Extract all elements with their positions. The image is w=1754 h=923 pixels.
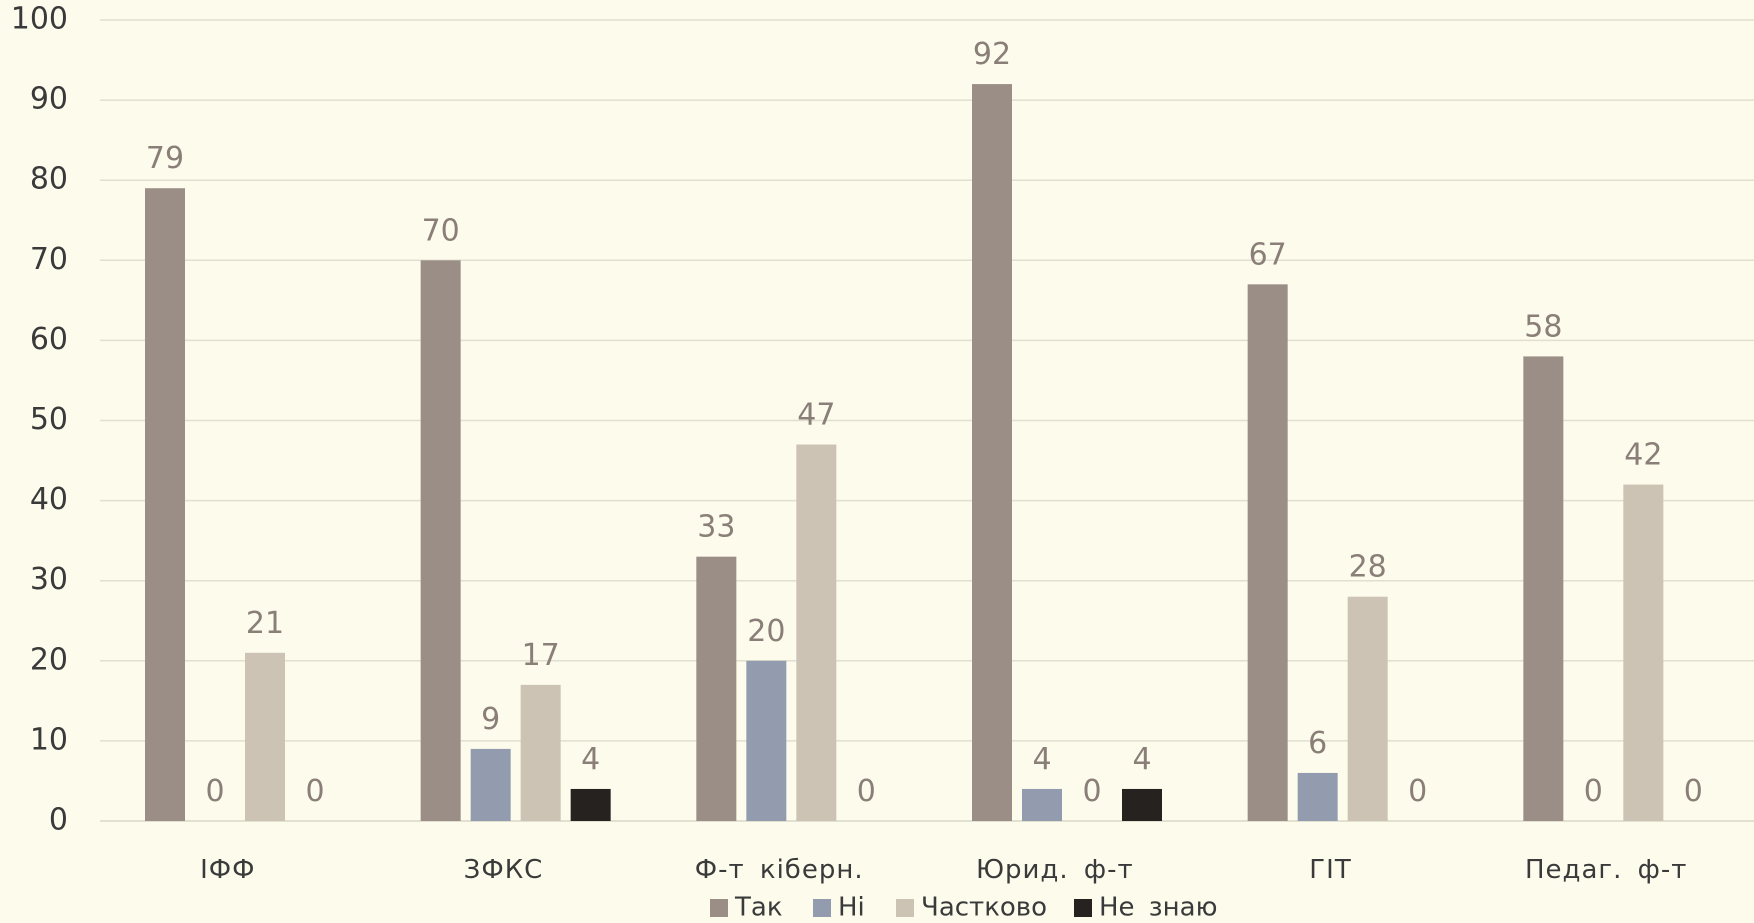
bar: [796, 444, 837, 821]
bar: [972, 84, 1012, 821]
data-label: 0: [857, 774, 876, 809]
y-tick-label: 60: [30, 322, 68, 357]
data-label: 0: [1584, 774, 1603, 809]
bar: [696, 556, 737, 821]
x-tick-label: ЗФКС: [464, 855, 544, 885]
data-label: 20: [747, 614, 785, 649]
data-label: 79: [146, 141, 184, 176]
x-tick-label: ГІТ: [1309, 855, 1351, 885]
legend-swatch: [1074, 899, 1092, 917]
data-label: 17: [522, 638, 560, 673]
bar: [1022, 788, 1062, 821]
y-tick-label: 100: [11, 2, 68, 37]
x-tick-label: ІФФ: [200, 855, 255, 885]
bar: [420, 260, 461, 821]
x-tick-label: Юрид. ф-т: [976, 855, 1134, 885]
bar: [520, 684, 561, 821]
legend-swatch: [813, 899, 831, 917]
data-label: 9: [481, 702, 500, 737]
y-tick-label: 0: [49, 803, 68, 838]
bar: [570, 788, 611, 821]
legend-swatch: [710, 899, 728, 917]
x-axis-ticks: ІФФ ЗФКС Ф-т кіберн. Юрид. ф-т ГІТ Педаг. ф-т: [200, 855, 1687, 885]
legend-swatch: [896, 899, 914, 917]
data-label: 4: [1032, 742, 1051, 777]
bar: [1297, 772, 1338, 821]
y-tick-label: 50: [30, 402, 68, 437]
bar: [245, 652, 285, 821]
y-tick-label: 90: [30, 82, 68, 117]
data-label: 0: [1408, 774, 1427, 809]
y-tick-label: 30: [30, 562, 68, 597]
bar: [1122, 788, 1162, 821]
bars: [145, 84, 1664, 822]
data-label: 42: [1624, 438, 1662, 473]
data-label: 4: [581, 742, 600, 777]
bar: [746, 660, 787, 821]
data-label: 47: [797, 398, 835, 433]
data-label: 33: [697, 510, 735, 545]
data-label: 21: [246, 606, 284, 641]
bar: [1523, 356, 1564, 821]
y-tick-label: 80: [30, 162, 68, 197]
data-label: 67: [1249, 237, 1287, 272]
y-tick-label: 70: [30, 242, 68, 277]
bar: [1347, 596, 1388, 821]
bar: [145, 188, 185, 821]
legend-label: Не знаю: [1099, 893, 1217, 923]
y-tick-label: 10: [30, 722, 68, 757]
data-label: 0: [1684, 774, 1703, 809]
data-label: 28: [1349, 550, 1387, 585]
x-tick-label: Ф-т кіберн.: [695, 855, 864, 885]
bar: [470, 748, 511, 821]
x-tick-label: Педаг. ф-т: [1525, 855, 1687, 885]
gridlines: [100, 19, 1754, 822]
legend-label: Так: [734, 893, 783, 923]
legend-label: Ні: [838, 893, 865, 923]
data-label: 92: [973, 37, 1011, 72]
bar: [1247, 284, 1288, 822]
data-label: 0: [305, 774, 324, 809]
y-axis-ticks: 0 10 20 30 40 50 60 70 80 90 100: [11, 2, 68, 838]
data-label: 70: [422, 213, 460, 248]
y-tick-label: 40: [30, 482, 68, 517]
data-label: 0: [1082, 774, 1101, 809]
legend-label: Частково: [921, 893, 1047, 923]
legend: Так Ні Частково Не знаю: [710, 893, 1217, 923]
data-label: 4: [1132, 742, 1151, 777]
data-label: 6: [1308, 726, 1327, 761]
y-tick-label: 20: [30, 642, 68, 677]
data-label: 0: [205, 774, 224, 809]
data-label: 58: [1524, 309, 1562, 344]
bar: [1623, 484, 1664, 821]
